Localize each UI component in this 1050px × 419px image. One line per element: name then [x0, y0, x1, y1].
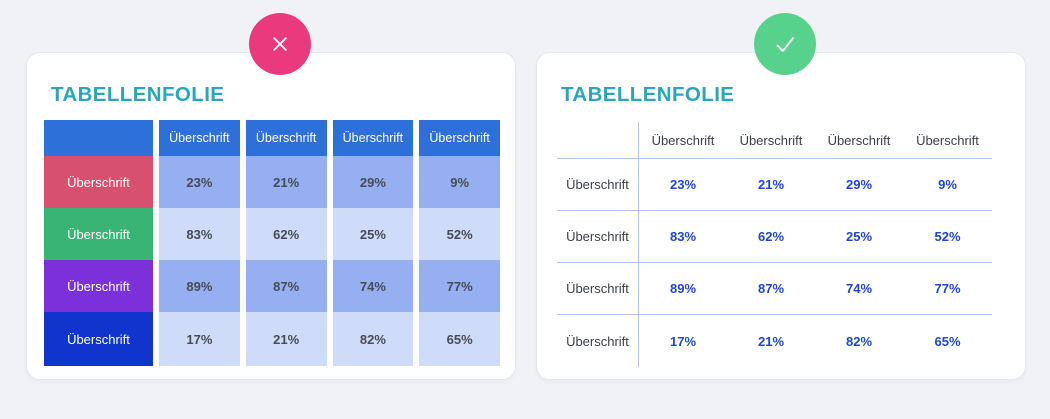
row-header: Überschrift — [44, 156, 153, 208]
table-cell: 82% — [845, 333, 873, 349]
column-header: Überschrift — [332, 120, 414, 156]
table-corner-cell — [557, 122, 639, 159]
page-title: TABELLENFOLIE — [51, 83, 225, 106]
column-header: Überschrift — [245, 120, 327, 156]
table-cell: 74% — [332, 260, 414, 312]
table-cell: 52% — [903, 211, 992, 263]
row-header: Überschrift — [557, 159, 639, 211]
table-cell: 21% — [245, 312, 327, 366]
table-cell: 87% — [245, 260, 327, 312]
table-cell: 21% — [757, 333, 785, 349]
column-header: Überschrift — [727, 122, 815, 159]
clean-table: Überschrift Überschrift Überschrift Über… — [557, 122, 992, 367]
table-cell: 17% — [669, 333, 697, 349]
column-header: Überschrift — [815, 122, 903, 159]
table-cell: 29% — [815, 159, 903, 211]
good-example-card: TABELLENFOLIE Überschrift Überschrift Üb… — [536, 52, 1026, 380]
row-header: Überschrift — [44, 208, 153, 260]
table-cell: 62% — [727, 211, 815, 263]
page-title: TABELLENFOLIE — [561, 83, 735, 106]
column-header: Überschrift — [903, 122, 992, 159]
table-cell: 77% — [419, 260, 500, 312]
table-cell: 65% — [419, 312, 500, 366]
table-cell: 25% — [815, 211, 903, 263]
table-cell: 21% — [727, 159, 815, 211]
table-cell: 87% — [727, 263, 815, 315]
table-cell: 25% — [332, 208, 414, 260]
table-cell: 9% — [903, 159, 992, 211]
row-header: Überschrift — [557, 263, 639, 315]
bad-example-card: TABELLENFOLIE Überschrift Überschrift Üb… — [26, 52, 516, 380]
table-cell: 89% — [159, 260, 240, 312]
table-cell: 82% — [332, 312, 414, 366]
cross-icon — [273, 37, 287, 51]
row-header: Überschrift — [557, 315, 639, 367]
check-badge — [754, 13, 816, 75]
table-corner-cell — [44, 120, 153, 156]
table-cell: 62% — [245, 208, 327, 260]
table-cell: 52% — [419, 208, 500, 260]
row-header: Überschrift — [44, 260, 153, 312]
row-header: Überschrift — [44, 312, 153, 366]
column-header: Überschrift — [639, 122, 727, 159]
check-icon — [776, 37, 794, 52]
table-cell: 23% — [639, 159, 727, 211]
column-header: Überschrift — [419, 120, 500, 156]
table-cell: 21% — [245, 156, 327, 208]
table-cell: 74% — [815, 263, 903, 315]
table-cell: 83% — [159, 208, 240, 260]
table-cell: 83% — [639, 211, 727, 263]
row-header: Überschrift — [557, 211, 639, 263]
styled-table: Überschrift Überschrift Überschrift Über… — [44, 120, 500, 366]
table-cell: 89% — [639, 263, 727, 315]
table-cell: 17% — [159, 312, 240, 366]
table-cell: 23% — [159, 156, 240, 208]
table-cell: 65% — [934, 333, 961, 349]
table-cell: 77% — [903, 263, 992, 315]
column-header: Überschrift — [159, 120, 240, 156]
cross-badge — [249, 13, 311, 75]
table-cell: 29% — [332, 156, 414, 208]
table-cell: 9% — [419, 156, 500, 208]
